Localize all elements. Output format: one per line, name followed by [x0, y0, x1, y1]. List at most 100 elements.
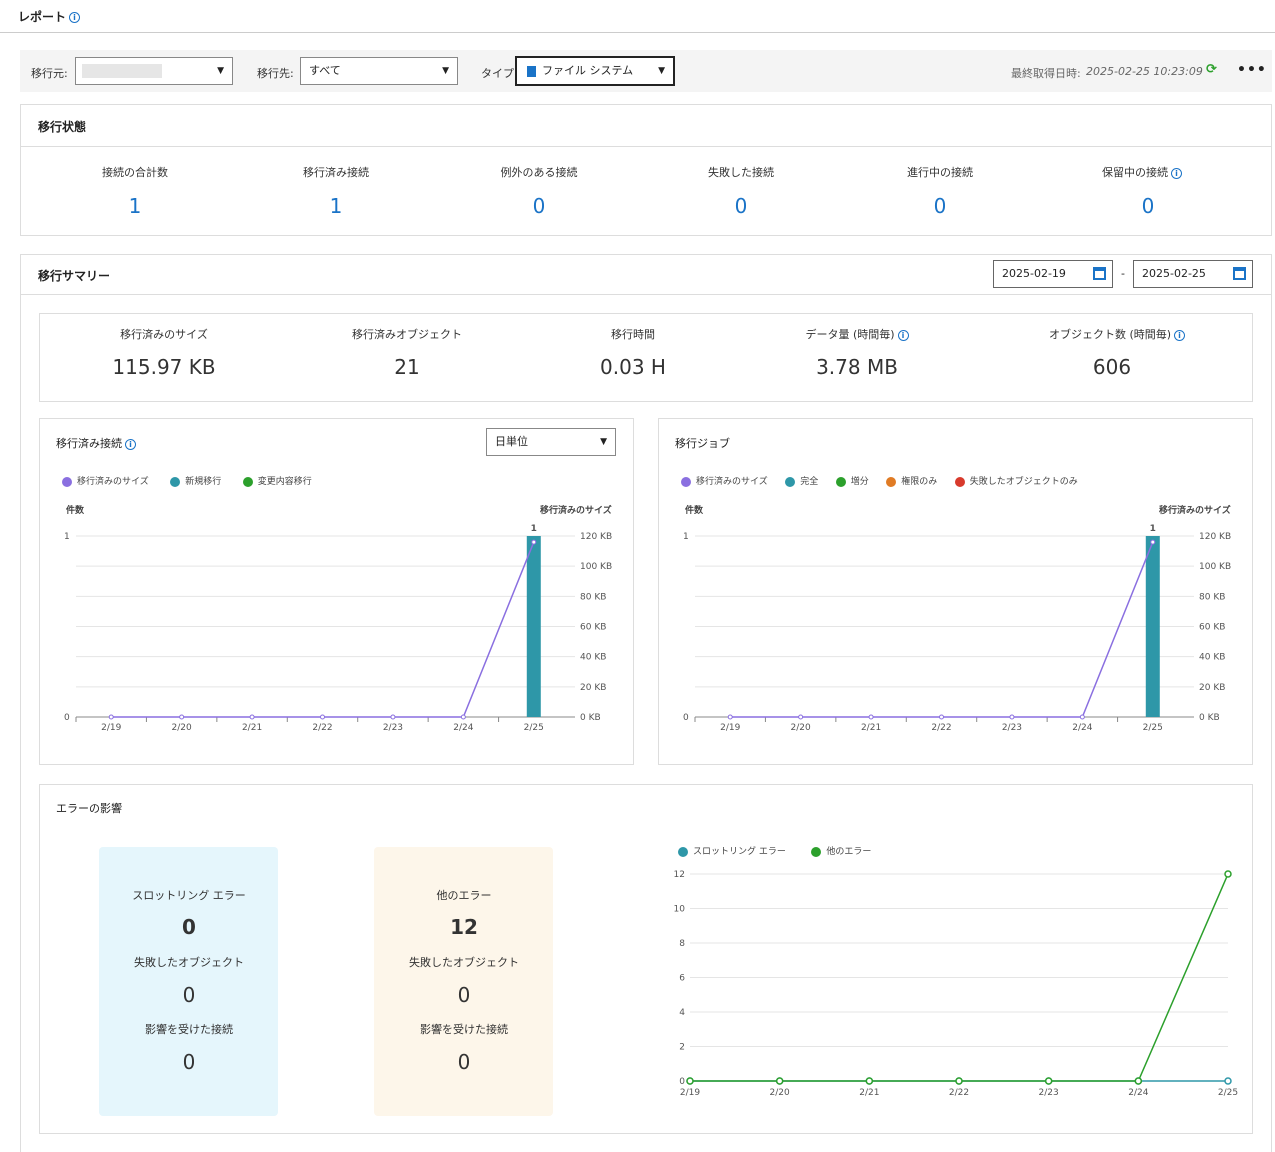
legend-item[interactable]: 増分 [835, 474, 869, 487]
x-tick-label: 2/22 [931, 723, 951, 733]
line-point [686, 1077, 694, 1085]
line-point [798, 714, 804, 720]
line-point [955, 1077, 963, 1085]
right-tick-label: 120 KB [580, 532, 612, 542]
legend-item[interactable]: 権限のみ [886, 474, 937, 487]
calendar-icon[interactable] [1093, 267, 1106, 280]
more-options-button[interactable]: ••• [1237, 62, 1267, 78]
other-title: 他のエラー [436, 889, 492, 902]
job-chart-svg: 0 KB 20 KB 40 KB 60 KB 80 KB 100 KB 120 KB 0 1 2/… [683, 524, 1231, 733]
metric-value-data-rate: 3.78 MB [816, 355, 898, 379]
line-point [727, 714, 733, 720]
other-error-card: 他のエラー 12 失敗したオブジェクト 0 影響を受けた接続 0 [374, 847, 553, 1116]
x-tick-label: 2/23 [1039, 1088, 1059, 1098]
right-tick-label: 60 KB [1199, 623, 1225, 633]
redacted-block [82, 64, 162, 78]
legend-item[interactable]: 移行済みのサイズ [681, 474, 768, 487]
job-chart-legend: 移行済みのサイズ 完全 増分 権限のみ 失敗したオブジェクトのみ [681, 474, 1092, 487]
stat-value-failed[interactable]: 0 [734, 194, 748, 218]
refresh-icon[interactable]: ⟳ [1206, 62, 1217, 77]
right-tick-label: 80 KB [1199, 592, 1225, 602]
error-panel-title: エラーの影響 [56, 802, 122, 815]
legend-item[interactable]: 移行済みのサイズ [62, 474, 149, 487]
other-affected-label: 影響を受けた接続 [420, 1023, 508, 1036]
legend-item[interactable]: 他のエラー [811, 844, 871, 857]
x-tick-label: 2/23 [383, 723, 403, 733]
x-tick-label: 2/21 [242, 723, 262, 733]
other-failed-label: 失敗したオブジェクト [409, 956, 519, 969]
left-tick-label: 0 [683, 713, 689, 723]
stat-value-in-progress[interactable]: 0 [933, 194, 947, 218]
x-tick-label: 2/24 [1128, 1088, 1148, 1098]
legend-dot-icon [811, 846, 822, 857]
type-select[interactable]: ファイル システム ▼ [515, 56, 675, 86]
date-separator: - [1121, 267, 1125, 280]
line-point [1079, 714, 1085, 720]
last-fetched-value: 2025-02-25 10:23:09 [1086, 65, 1203, 78]
stat-value-pending[interactable]: 0 [1141, 194, 1155, 218]
legend-item[interactable]: 新規移行 [170, 474, 221, 487]
stat-value-migrated[interactable]: 1 [329, 194, 343, 218]
header-divider [0, 32, 1275, 33]
right-tick-label: 40 KB [580, 653, 606, 663]
legend-item[interactable]: 完全 [785, 474, 818, 487]
metric-label-object-rate: オブジェクト数 (時間毎) i [1007, 326, 1227, 342]
dest-select[interactable]: すべて ▼ [300, 57, 458, 85]
info-icon[interactable]: i [125, 438, 136, 450]
date-to-input[interactable]: 2025-02-25 [1133, 260, 1253, 288]
file-icon [527, 65, 536, 77]
legend-item[interactable]: 失敗したオブジェクトのみ [954, 474, 1078, 487]
stat-label-migrated: 移行済み接続 [303, 166, 369, 179]
line-point [1044, 1077, 1053, 1085]
summary-title: 移行サマリー [38, 269, 111, 283]
right-tick-label: 100 KB [580, 562, 612, 572]
granularity-select[interactable]: 日単位 ▼ [486, 428, 616, 456]
x-tick-label: 2/25 [1143, 723, 1163, 733]
legend-item[interactable]: 変更内容移行 [242, 474, 312, 487]
left-axis-title: 件数 [66, 506, 85, 516]
right-tick-label: 0 KB [580, 713, 601, 723]
y-tick-label: 6 [679, 974, 685, 984]
legend-dot-icon [886, 476, 897, 487]
right-tick-label: 0 KB [1199, 713, 1220, 723]
line-point [390, 714, 396, 720]
stat-value-exceptions[interactable]: 0 [532, 194, 546, 218]
info-icon[interactable]: i [1171, 167, 1182, 179]
left-tick-label: 1 [64, 532, 70, 542]
metric-label-data-rate: データ量 (時間毎) i [747, 326, 967, 342]
legend-dot-icon [678, 846, 688, 857]
x-tick-label: 2/24 [453, 723, 473, 733]
x-tick-label: 2/22 [949, 1088, 969, 1098]
bar [526, 536, 541, 717]
legend-item[interactable]: スロットリング エラー [678, 844, 786, 857]
other-failed-value: 0 [457, 983, 471, 1007]
left-tick-label: 0 [64, 713, 70, 723]
y-tick-label: 0 [679, 1077, 685, 1087]
source-select[interactable]: ▼ [75, 57, 233, 85]
x-tick-label: 2/19 [680, 1088, 700, 1098]
caret-down-icon: ▼ [442, 66, 449, 76]
y-tick-label: 10 [674, 905, 686, 915]
stat-label-failed: 失敗した接続 [708, 166, 774, 179]
info-icon[interactable]: i [69, 12, 81, 23]
x-tick-label: 2/21 [859, 1088, 879, 1098]
source-label: 移行元: [31, 67, 68, 80]
x-tick-label: 2/22 [312, 723, 332, 733]
legend-dot-icon [835, 476, 846, 487]
stat-label-exceptions: 例外のある接続 [500, 166, 578, 179]
right-axis-title: 移行済みのサイズ [540, 506, 612, 516]
info-icon[interactable]: i [1174, 329, 1186, 341]
x-tick-label: 2/25 [1218, 1088, 1238, 1098]
info-icon[interactable]: i [897, 329, 909, 341]
y-tick-label: 4 [679, 1008, 685, 1018]
metric-value-time: 0.03 H [600, 355, 666, 379]
stat-label-pending: 保留中の接続 i [1042, 164, 1242, 180]
x-tick-label: 2/20 [791, 723, 811, 733]
right-tick-label: 40 KB [1199, 653, 1225, 663]
calendar-icon[interactable] [1233, 267, 1246, 280]
date-from-input[interactable]: 2025-02-19 [993, 260, 1113, 288]
line-point [865, 1077, 874, 1085]
x-tick-label: 2/21 [861, 723, 881, 733]
throttle-affected-value: 0 [182, 1050, 196, 1074]
stat-value-total[interactable]: 1 [128, 194, 142, 218]
